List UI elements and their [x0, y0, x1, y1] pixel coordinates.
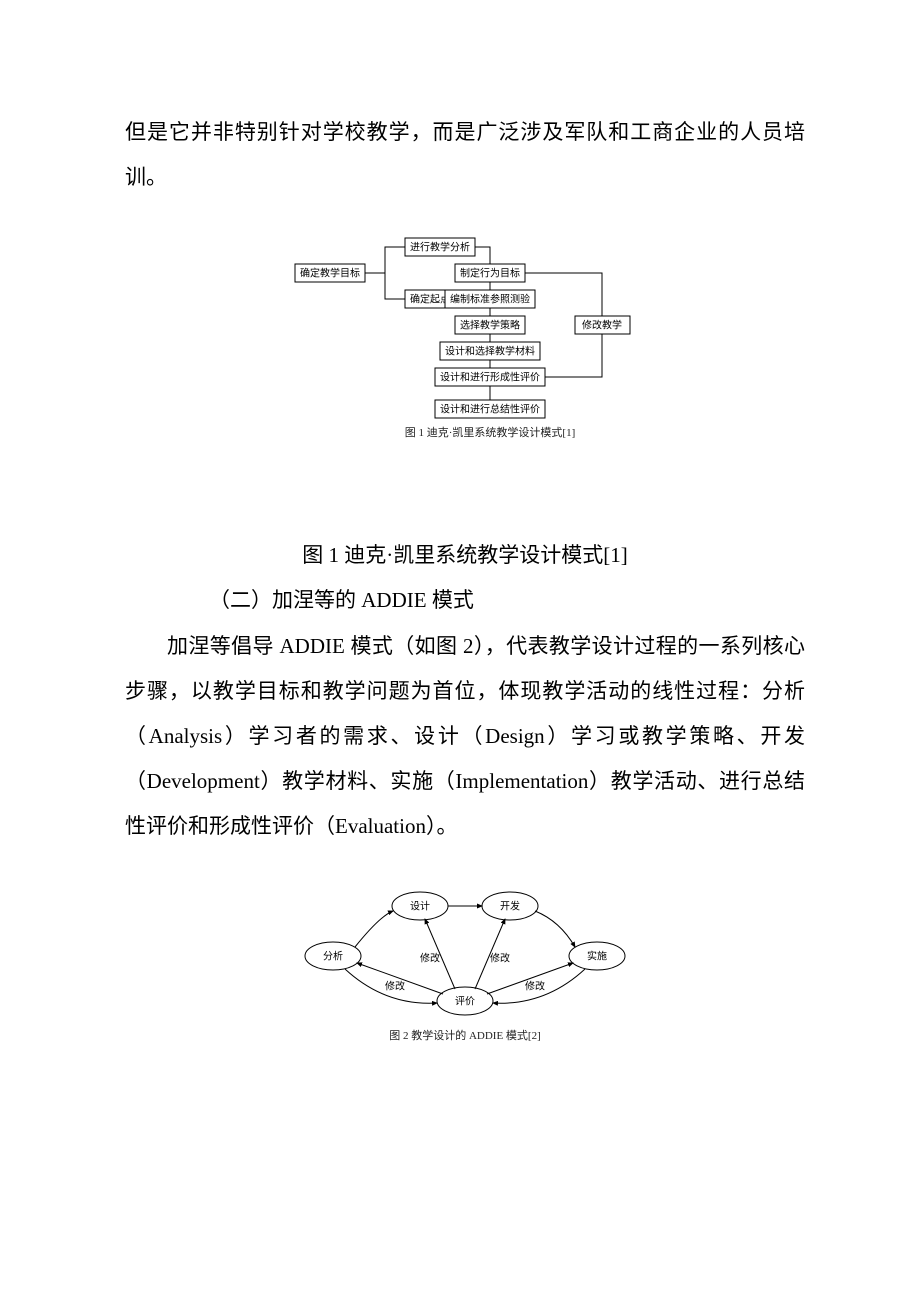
- svg-text:确定教学目标: 确定教学目标: [300, 267, 360, 280]
- svg-text:制定行为目标: 制定行为目标: [460, 267, 520, 280]
- figure-1-diagram: 确定教学目标 进行教学分析 确定起点能力 制定行为目标 编制标准参照测验 选择教…: [285, 228, 645, 448]
- svg-text:修改教学: 修改教学: [582, 319, 622, 332]
- svg-text:修改: 修改: [490, 952, 510, 965]
- svg-text:选择教学策略: 选择教学策略: [460, 319, 520, 332]
- section-2-title: （二）加涅等的 ADDIE 模式: [125, 578, 805, 623]
- svg-text:修改: 修改: [385, 980, 405, 993]
- svg-text:开发: 开发: [500, 900, 520, 913]
- svg-text:修改: 修改: [420, 952, 440, 965]
- intro-paragraph: 但是它并非特别针对学校教学，而是广泛涉及军队和工商企业的人员培训。: [125, 110, 805, 200]
- svg-text:图 1 迪克·凯里系统教学设计模式[1]: 图 1 迪克·凯里系统教学设计模式[1]: [405, 425, 576, 439]
- svg-text:实施: 实施: [587, 950, 607, 963]
- svg-text:设计和进行总结性评价: 设计和进行总结性评价: [440, 403, 540, 416]
- figure-1-container: 确定教学目标 进行教学分析 确定起点能力 制定行为目标 编制标准参照测验 选择教…: [125, 228, 805, 448]
- svg-text:编制标准参照测验: 编制标准参照测验: [450, 293, 530, 306]
- svg-text:分析: 分析: [323, 950, 343, 963]
- paragraph-addie: 加涅等倡导 ADDIE 模式（如图 2），代表教学设计过程的一系列核心步骤，以教…: [125, 624, 805, 850]
- svg-text:修改: 修改: [525, 980, 545, 993]
- svg-text:进行教学分析: 进行教学分析: [410, 241, 470, 254]
- svg-text:评价: 评价: [455, 996, 475, 1008]
- figure-1-caption-text: 图 1 迪克·凯里系统教学设计模式[1]: [125, 533, 805, 578]
- figure-2-diagram: 分析 设计 开发 实施 评价 修改 修改 修改 修改 图 2 教学设计的 ADD…: [295, 881, 635, 1051]
- svg-text:设计和进行形成性评价: 设计和进行形成性评价: [440, 371, 540, 384]
- figure-2-container: 分析 设计 开发 实施 评价 修改 修改 修改 修改 图 2 教学设计的 ADD…: [125, 881, 805, 1051]
- svg-text:设计: 设计: [410, 900, 430, 913]
- svg-text:图 2 教学设计的 ADDIE 模式[2]: 图 2 教学设计的 ADDIE 模式[2]: [389, 1028, 541, 1042]
- svg-text:设计和选择教学材料: 设计和选择教学材料: [445, 345, 535, 358]
